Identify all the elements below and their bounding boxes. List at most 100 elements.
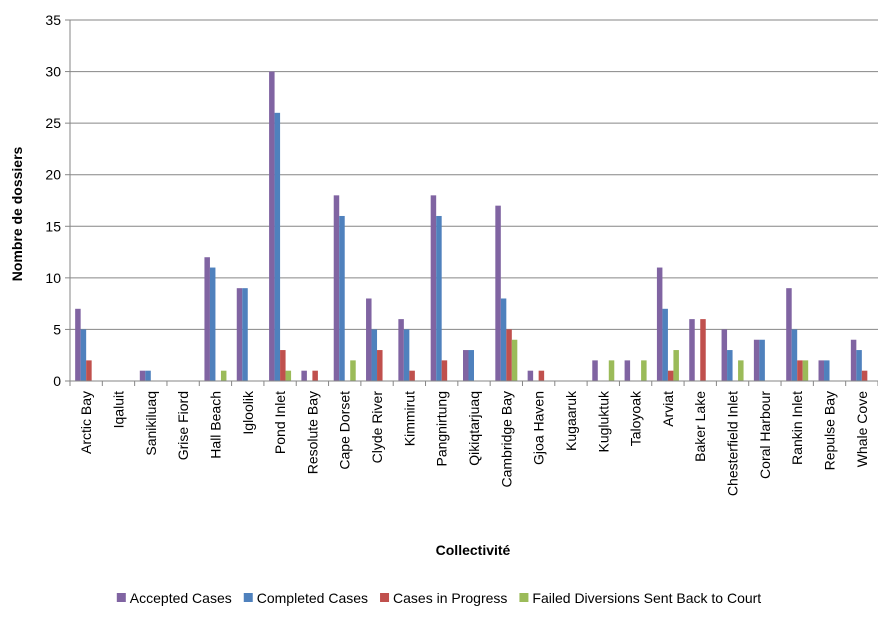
bar-failed-diversions-sent-back-to-court-arviat	[673, 350, 679, 381]
bar-accepted-cases-taloyoak	[624, 360, 631, 381]
bar-accepted-cases-coral-harbour	[753, 339, 760, 381]
bar-accepted-cases-qikiqtarjuaq	[463, 350, 469, 381]
bar-accepted-cases-repulse-bay	[818, 360, 825, 381]
y-tick-label: 0	[53, 373, 61, 389]
bar-accepted-cases-cambridge-bay	[495, 205, 501, 381]
x-tick-label: Taloyoak	[628, 390, 644, 446]
bar-cases-in-progress-rankin-inlet	[797, 360, 803, 381]
bar-accepted-cases-chesterfield-inlet	[721, 329, 728, 381]
x-tick-label: Qikiqtarjuaq	[466, 391, 482, 466]
x-tick-label: Grise Fiord	[175, 391, 191, 460]
y-tick-label: 5	[53, 321, 61, 337]
bar-cases-in-progress-pond-inlet	[280, 350, 286, 381]
y-tick-label: 35	[45, 12, 61, 28]
bar-completed-cases-pond-inlet	[274, 112, 281, 381]
x-tick-label: Coral Harbour	[757, 391, 773, 479]
bar-accepted-cases-rankin-inlet	[786, 288, 792, 381]
bar-failed-diversions-sent-back-to-court-pond-inlet	[285, 370, 292, 381]
x-tick-label: Cape Dorset	[337, 391, 353, 470]
bar-accepted-cases-pond-inlet	[269, 71, 275, 382]
bar-failed-diversions-sent-back-to-court-cape-dorset	[350, 360, 356, 381]
bar-completed-cases-cape-dorset	[339, 215, 345, 381]
legend-swatch-completed-cases	[243, 593, 253, 602]
bar-completed-cases-arctic-bay	[80, 329, 87, 381]
x-tick-label: Gjoa Haven	[531, 391, 547, 465]
bar-accepted-cases-cape-dorset	[333, 195, 340, 381]
legend: Accepted Cases Completed Cases Cases in Pr…	[116, 590, 761, 606]
bar-cases-in-progress-kimmirut	[409, 370, 415, 381]
bar-accepted-cases-hall-beach	[204, 257, 210, 381]
x-tick-label: Sanikiluaq	[143, 391, 159, 456]
x-tick-label: Baker Lake	[692, 391, 708, 462]
bar-cases-in-progress-cambridge-bay	[506, 329, 512, 381]
y-tick-label: 30	[45, 64, 61, 80]
y-tick-labels: 0 5 10 15 20 25 30 35	[45, 12, 61, 389]
y-tick-label: 20	[45, 167, 61, 183]
bar-failed-diversions-sent-back-to-court-cambridge-bay	[511, 339, 518, 381]
legend-label-cases-in-progress: Cases in Progress	[393, 590, 507, 606]
bar-accepted-cases-pangnirtung	[430, 195, 437, 381]
bar-accepted-cases-arctic-bay	[75, 308, 81, 381]
bars	[75, 71, 868, 382]
x-tick-label: Cambridge Bay	[498, 391, 514, 488]
y-axis-title: Nombre de dossiers	[9, 146, 25, 281]
x-tick-label: Resolute Bay	[304, 391, 320, 474]
bar-accepted-cases-baker-lake	[689, 319, 695, 381]
bar-completed-cases-cambridge-bay	[500, 298, 507, 381]
x-tick-label: Iqaluit	[110, 391, 126, 428]
bar-accepted-cases-kimmirut	[398, 319, 404, 381]
x-tick-label: Igloolik	[240, 390, 256, 435]
bar-failed-diversions-sent-back-to-court-chesterfield-inlet	[738, 360, 744, 381]
y-tick-label: 15	[45, 218, 61, 234]
x-tick-label: Pond Inlet	[272, 391, 288, 454]
x-tick-label: Repulse Bay	[822, 391, 838, 470]
legend-swatch-failed-diversions-sent-back-to-court	[519, 593, 529, 602]
bar-completed-cases-clyde-river	[371, 329, 378, 381]
bar-cases-in-progress-arctic-bay	[86, 360, 92, 381]
bar-cases-in-progress-pangnirtung	[441, 360, 448, 381]
bar-completed-cases-sanikiluaq	[145, 370, 151, 381]
bar-accepted-cases-clyde-river	[366, 298, 372, 381]
bar-completed-cases-whale-cove	[856, 350, 862, 381]
legend-label-failed-diversions-sent-back-to-court: Failed Diversions Sent Back to Court	[532, 590, 761, 606]
x-tick-label: Kugluktuk	[595, 390, 611, 452]
bar-accepted-cases-resolute-bay	[301, 370, 307, 381]
bar-accepted-cases-whale-cove	[850, 339, 857, 381]
x-tick-label: Kimmirut	[401, 391, 417, 446]
bar-cases-in-progress-gjoa-haven	[538, 370, 545, 381]
bar-completed-cases-pangnirtung	[436, 215, 442, 381]
bar-accepted-cases-sanikiluaq	[139, 370, 146, 381]
legend-swatch-accepted-cases	[116, 593, 126, 602]
x-tick-label: Pangnirtung	[434, 391, 450, 467]
bar-cases-in-progress-arviat	[667, 370, 674, 381]
bar-completed-cases-qikiqtarjuaq	[468, 350, 474, 381]
bar-completed-cases-kimmirut	[403, 329, 410, 381]
gridlines	[65, 19, 878, 382]
x-tick-label: Chesterfield Inlet	[725, 391, 741, 496]
y-tick-label: 10	[45, 270, 61, 286]
bar-completed-cases-hall-beach	[209, 267, 216, 381]
x-tick-label: Arviat	[660, 391, 676, 427]
bar-accepted-cases-kugluktuk	[592, 360, 598, 381]
legend-label-accepted-cases: Accepted Cases	[130, 590, 232, 606]
bar-completed-cases-rankin-inlet	[791, 329, 798, 381]
bar-cases-in-progress-whale-cove	[861, 370, 868, 381]
bar-failed-diversions-sent-back-to-court-taloyoak	[641, 360, 647, 381]
x-tick-labels: Arctic Bay Iqaluit Sanikiluaq Grise Fiord Ha…	[78, 390, 870, 496]
legend-label-completed-cases: Completed Cases	[257, 590, 368, 606]
x-tick-label: Hall Beach	[207, 391, 223, 459]
bar-completed-cases-coral-harbour	[759, 339, 765, 381]
x-tick-label: Clyde River	[369, 391, 385, 464]
bar-completed-cases-arviat	[662, 308, 668, 381]
bar-completed-cases-chesterfield-inlet	[727, 350, 733, 381]
bar-failed-diversions-sent-back-to-court-kugluktuk	[608, 360, 615, 381]
x-axis-title: Collectivité	[436, 542, 511, 558]
bar-cases-in-progress-resolute-bay	[312, 370, 318, 381]
bar-cases-in-progress-clyde-river	[377, 350, 383, 381]
bar-failed-diversions-sent-back-to-court-rankin-inlet	[802, 360, 809, 381]
legend-swatch-cases-in-progress	[380, 593, 390, 602]
x-tick-label: Whale Cove	[854, 391, 870, 467]
bar-failed-diversions-sent-back-to-court-hall-beach	[220, 370, 227, 381]
